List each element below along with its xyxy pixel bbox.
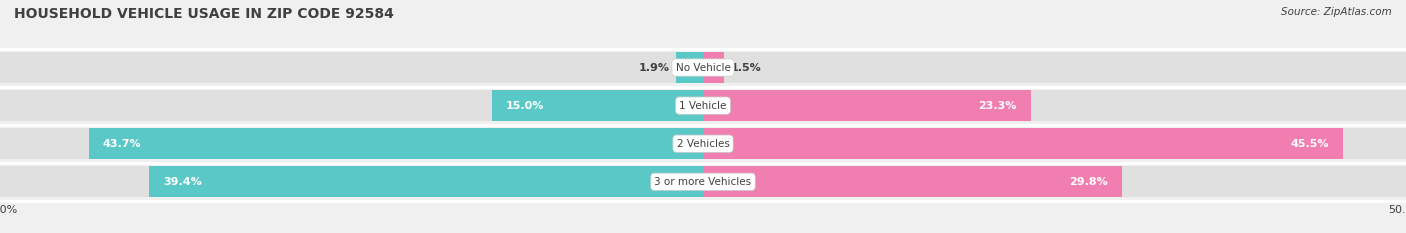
Bar xyxy=(676,52,703,83)
Text: 3 or more Vehicles: 3 or more Vehicles xyxy=(654,177,752,187)
Bar xyxy=(0,128,703,159)
Text: 39.4%: 39.4% xyxy=(163,177,202,187)
Bar xyxy=(703,128,1406,159)
Bar xyxy=(0,52,703,83)
Bar xyxy=(0,90,703,121)
Bar xyxy=(703,90,1031,121)
Text: 23.3%: 23.3% xyxy=(979,101,1017,111)
Bar xyxy=(703,52,724,83)
Text: Source: ZipAtlas.com: Source: ZipAtlas.com xyxy=(1281,7,1392,17)
Text: 2 Vehicles: 2 Vehicles xyxy=(676,139,730,149)
Bar xyxy=(492,90,703,121)
Bar xyxy=(703,166,1406,197)
Text: 29.8%: 29.8% xyxy=(1069,177,1108,187)
Text: No Vehicle: No Vehicle xyxy=(675,62,731,72)
Bar xyxy=(703,166,1122,197)
Bar xyxy=(703,52,1406,83)
Text: 1.5%: 1.5% xyxy=(731,62,762,72)
Text: 1.9%: 1.9% xyxy=(638,62,669,72)
Bar xyxy=(703,90,1406,121)
Bar xyxy=(703,128,1343,159)
Text: HOUSEHOLD VEHICLE USAGE IN ZIP CODE 92584: HOUSEHOLD VEHICLE USAGE IN ZIP CODE 9258… xyxy=(14,7,394,21)
Text: 43.7%: 43.7% xyxy=(103,139,141,149)
Bar xyxy=(149,166,703,197)
Text: 15.0%: 15.0% xyxy=(506,101,544,111)
Bar xyxy=(0,166,703,197)
Text: 1 Vehicle: 1 Vehicle xyxy=(679,101,727,111)
Text: 45.5%: 45.5% xyxy=(1291,139,1329,149)
Bar xyxy=(89,128,703,159)
